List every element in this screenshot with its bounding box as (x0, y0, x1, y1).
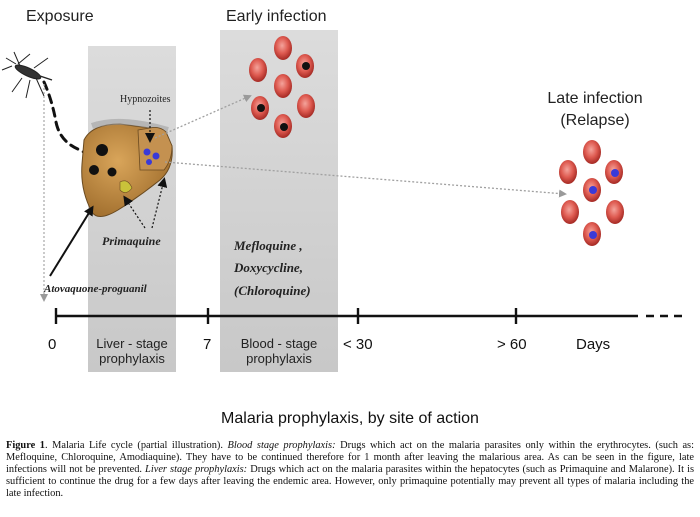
red-blood-cell (606, 200, 624, 224)
early-infection-cells (249, 36, 315, 138)
red-blood-cell (559, 160, 577, 184)
timeline-axis (54, 308, 638, 324)
hypnozoites-label: Hypnozoites (120, 94, 171, 105)
tick-label-60: > 60 (497, 336, 527, 353)
mefloquine-label: Mefloquine , (234, 238, 303, 253)
red-blood-cell (274, 36, 292, 60)
red-blood-cell (561, 200, 579, 224)
red-blood-cell (297, 94, 315, 118)
blood-stage-label: Blood - stage prophylaxis (240, 336, 318, 366)
exposure-heading: Exposure (26, 8, 94, 25)
red-blood-cell (583, 140, 601, 164)
primaquine-pointer-2 (151, 177, 168, 229)
days-label: Days (576, 336, 611, 353)
tick-label-30: < 30 (343, 336, 373, 353)
atovaquone-label: Atovaquone-proguanil (44, 283, 147, 295)
tick-label-7: 7 (203, 336, 212, 353)
late-infection-cells (559, 140, 624, 246)
mosquito-icon (1, 51, 53, 99)
red-blood-cell (249, 58, 267, 82)
late-infection-arrow (164, 161, 567, 198)
relapse-heading: (Relapse) (560, 112, 630, 129)
late-infection-heading: Late infection (547, 90, 643, 107)
liver-stage-label: Liver - stage prophylaxis (96, 336, 168, 366)
early-infection-heading: Early infection (226, 8, 327, 25)
diagram-caption: Malaria prophylaxis, by site of action (221, 410, 479, 427)
doxycycline-label: Doxycycline, (234, 260, 303, 275)
atovaquone-arrow (49, 205, 94, 277)
figure-caption: Figure 1. Malaria Life cycle (partial il… (6, 440, 694, 500)
malaria-lifecycle-diagram (1, 30, 684, 372)
primaquine-label: Primaquine (102, 234, 161, 248)
early-infection-arrow (154, 94, 252, 139)
chloroquine-label: (Chloroquine) (234, 283, 311, 298)
red-blood-cell (274, 74, 292, 98)
tick-label-0: 0 (48, 336, 57, 353)
